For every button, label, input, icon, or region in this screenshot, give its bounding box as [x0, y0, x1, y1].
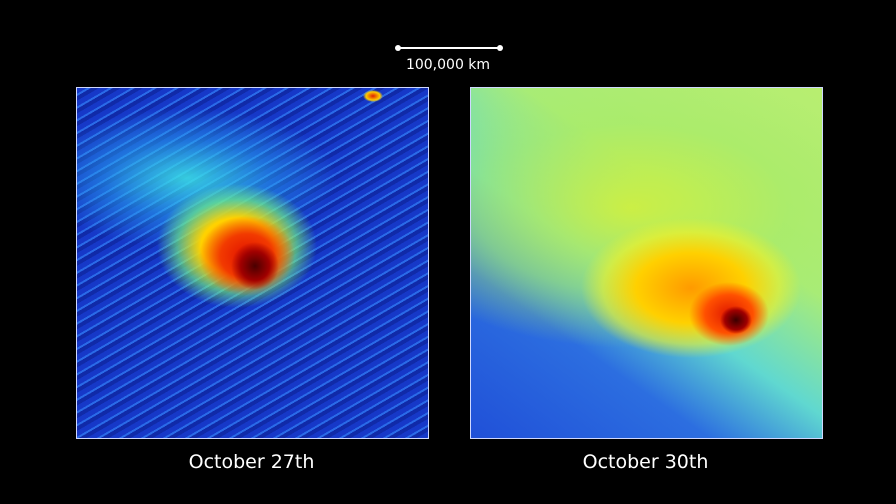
caption-right: October 30th [582, 451, 709, 473]
scale-bar-label: 100,000 km [405, 57, 491, 73]
scale-bar-right-end [497, 45, 503, 51]
scale-bar-left-end [395, 45, 401, 51]
scale-bar [395, 45, 503, 51]
comet-image-october-27 [76, 87, 429, 439]
caption-left: October 27th [188, 451, 315, 473]
comet-image-october-30 [470, 87, 823, 439]
